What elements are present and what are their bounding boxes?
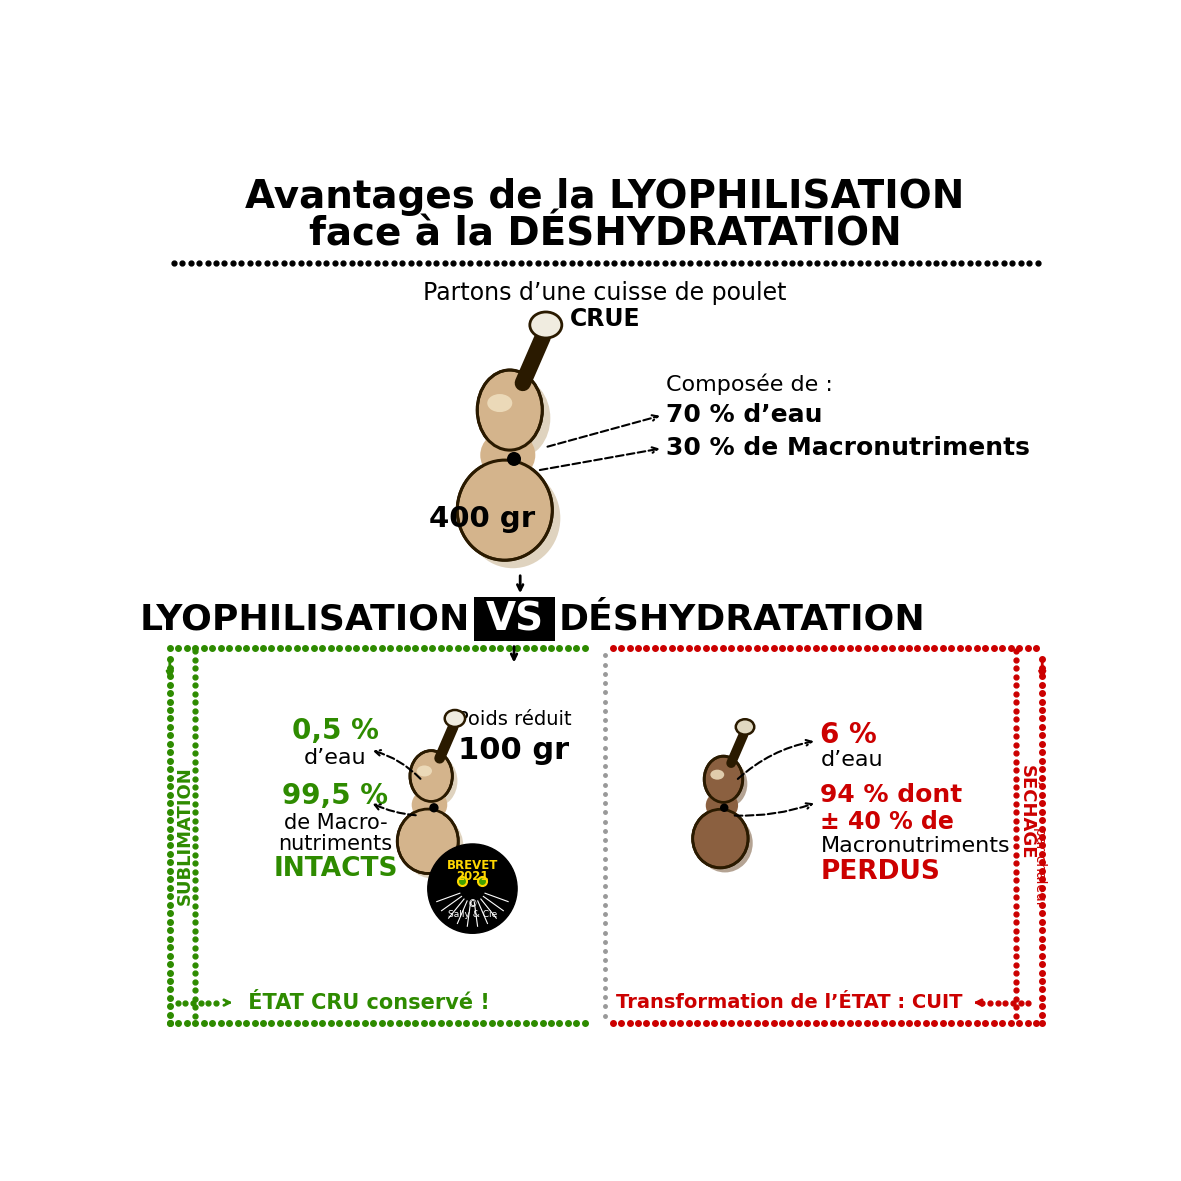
Text: 70 % d’eau: 70 % d’eau bbox=[666, 403, 823, 428]
Ellipse shape bbox=[530, 312, 562, 338]
Ellipse shape bbox=[428, 844, 517, 933]
Text: ± 40 % de: ± 40 % de bbox=[821, 810, 954, 834]
Ellipse shape bbox=[417, 765, 432, 776]
Text: BREVET: BREVET bbox=[446, 859, 498, 872]
Text: ©: © bbox=[468, 899, 477, 909]
Text: ÉTAT CRU conservé !: ÉTAT CRU conservé ! bbox=[241, 992, 490, 1012]
Ellipse shape bbox=[706, 791, 738, 820]
Ellipse shape bbox=[403, 814, 463, 879]
Text: de Macro-: de Macro- bbox=[283, 814, 387, 833]
Text: PERDUS: PERDUS bbox=[821, 859, 940, 885]
Ellipse shape bbox=[507, 452, 521, 466]
Text: d’eau: d’eau bbox=[821, 750, 883, 770]
Ellipse shape bbox=[481, 430, 535, 481]
Text: 99,5 %: 99,5 % bbox=[282, 782, 389, 810]
Text: INTACTS: INTACTS bbox=[273, 856, 398, 882]
Text: Sally & Cie: Sally & Cie bbox=[448, 911, 497, 919]
Text: 94 % dont: 94 % dont bbox=[821, 783, 963, 807]
Text: Avantages de la LYOPHILISATION: Avantages de la LYOPHILISATION bbox=[246, 178, 965, 216]
Text: Composée de :: Composée de : bbox=[666, 373, 834, 394]
Ellipse shape bbox=[412, 789, 448, 821]
Text: LYOPHILISATION: LYOPHILISATION bbox=[139, 602, 470, 637]
Ellipse shape bbox=[709, 761, 748, 807]
Text: SUBLIMATION: SUBLIMATION bbox=[176, 766, 194, 905]
Text: 400 gr: 400 gr bbox=[429, 505, 535, 533]
Ellipse shape bbox=[415, 756, 457, 807]
Ellipse shape bbox=[397, 809, 458, 874]
Ellipse shape bbox=[429, 803, 438, 813]
Ellipse shape bbox=[410, 751, 452, 802]
Ellipse shape bbox=[477, 370, 542, 450]
Ellipse shape bbox=[488, 394, 513, 412]
Text: SÉCHAGE: SÉCHAGE bbox=[1018, 765, 1036, 860]
Ellipse shape bbox=[485, 378, 550, 458]
Ellipse shape bbox=[693, 809, 748, 868]
Bar bbox=[474, 596, 555, 641]
Text: par chaleur: par chaleur bbox=[1033, 827, 1046, 906]
Ellipse shape bbox=[457, 461, 553, 560]
Ellipse shape bbox=[465, 468, 560, 568]
Text: 2021: 2021 bbox=[456, 869, 489, 883]
Ellipse shape bbox=[704, 756, 743, 802]
Text: d’eau: d’eau bbox=[304, 748, 366, 768]
Text: 6 %: 6 % bbox=[821, 720, 877, 749]
Text: 100 gr: 100 gr bbox=[458, 736, 569, 764]
Text: Poids réduit: Poids réduit bbox=[457, 710, 572, 729]
Ellipse shape bbox=[720, 803, 729, 813]
Text: face à la DÉSHYDRATATION: face à la DÉSHYDRATATION bbox=[308, 215, 901, 253]
Text: Transformation de l’ÉTAT : CUIT: Transformation de l’ÉTAT : CUIT bbox=[616, 993, 963, 1012]
Text: DÉSHYDRATATION: DÉSHYDRATATION bbox=[559, 602, 926, 637]
Text: Macronutriments: Macronutriments bbox=[821, 836, 1010, 856]
Ellipse shape bbox=[710, 770, 724, 779]
Ellipse shape bbox=[445, 710, 465, 727]
Text: nutriments: nutriments bbox=[279, 834, 392, 854]
Ellipse shape bbox=[736, 719, 755, 735]
Text: 30 % de Macronutriments: 30 % de Macronutriments bbox=[666, 436, 1030, 461]
Text: VS: VS bbox=[485, 600, 543, 638]
Text: CRUE: CRUE bbox=[569, 307, 640, 331]
Text: Partons d’une cuisse de poulet: Partons d’une cuisse de poulet bbox=[423, 281, 787, 305]
Text: 0,5 %: 0,5 % bbox=[292, 717, 379, 745]
Ellipse shape bbox=[697, 814, 752, 873]
